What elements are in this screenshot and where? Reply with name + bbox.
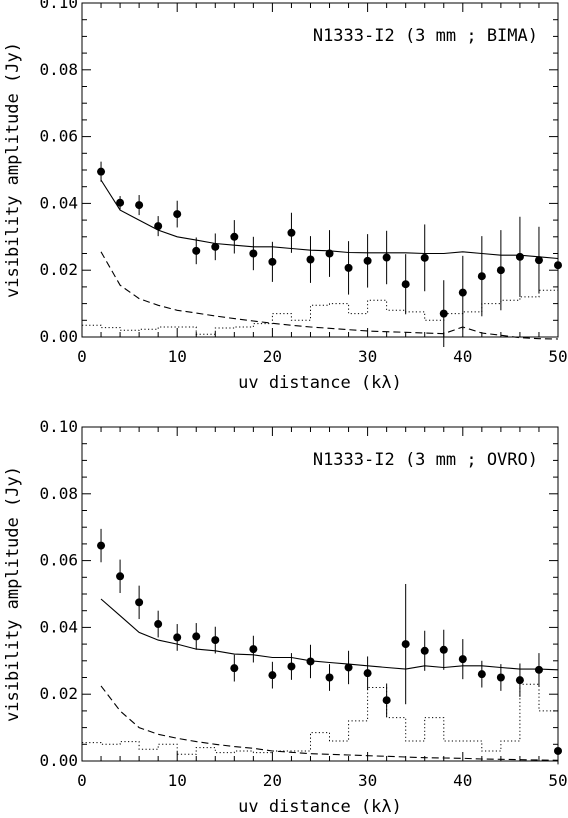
y-tick-label: 0.08 [39, 60, 78, 79]
data-point [135, 598, 144, 607]
data-point [496, 673, 505, 682]
data-point [97, 541, 106, 550]
data-point [363, 669, 372, 678]
data-point [287, 662, 296, 671]
y-tick-label: 0.02 [39, 260, 78, 279]
x-tick-label: 40 [453, 771, 472, 790]
panel-bima: 0 10 20 30 40 50 0.00 0.02 0.04 0.06 0.08 0.10 N133… [3, 0, 568, 393]
data-point [382, 696, 391, 705]
y-axis-label: visibility amplitude (Jy) [3, 466, 23, 722]
x-tick-label: 0 [77, 771, 87, 790]
data-point [173, 633, 182, 642]
x-axis-label: uv distance (kλ) [238, 797, 402, 817]
data-point [496, 266, 505, 275]
data-point [401, 640, 410, 649]
data-point [325, 673, 334, 682]
data-point [249, 249, 258, 258]
plot-frame [81, 2, 559, 338]
y-tick-label: 0.02 [39, 684, 78, 703]
y-tick-label: 0.10 [39, 417, 78, 436]
chart-title: N1333-I2 (3 mm ; BIMA) [313, 26, 538, 46]
data-point [116, 572, 125, 581]
data-point [382, 253, 391, 262]
data-point [439, 309, 448, 318]
data-point [401, 280, 410, 289]
data-point [154, 222, 163, 231]
data-point [249, 645, 258, 654]
data-point [211, 242, 220, 251]
tick-labels: 0 10 20 30 40 50 0.00 0.02 0.04 0.06 0.08 0.10 [39, 0, 567, 366]
data-point [515, 252, 524, 261]
data-point [173, 210, 182, 219]
data-point [534, 256, 543, 265]
data-point [420, 253, 429, 262]
model-line-solid [100, 179, 559, 260]
data-point [211, 636, 220, 645]
model-line-dashed [100, 251, 559, 340]
x-tick-label: 30 [358, 347, 377, 366]
x-tick-label: 50 [548, 771, 567, 790]
data-point [554, 746, 562, 755]
ticks [81, 2, 559, 338]
panel-ovro: 0 10 20 30 40 50 0.00 0.02 0.04 0.06 0.08 0.10 N133… [3, 417, 568, 817]
residual-histogram-dotted [82, 683, 558, 755]
data-point [154, 620, 163, 629]
plot-frame [81, 426, 559, 762]
data-point [477, 670, 486, 679]
x-axis-label: uv distance (kλ) [238, 373, 402, 393]
data-point [192, 632, 201, 641]
model-line-dashed [100, 685, 559, 761]
data-point [268, 671, 277, 680]
x-tick-label: 20 [263, 771, 282, 790]
data-point [268, 257, 277, 266]
x-tick-label: 10 [168, 771, 187, 790]
data-point [439, 645, 448, 654]
data-point [458, 288, 467, 297]
series-layer [82, 528, 562, 765]
x-tick-label: 0 [77, 347, 87, 366]
y-tick-label: 0.00 [39, 751, 78, 770]
data-point [344, 663, 353, 672]
y-tick-label: 0.06 [39, 551, 78, 570]
y-tick-label: 0.08 [39, 484, 78, 503]
data-point [306, 255, 315, 264]
x-tick-label: 40 [453, 347, 472, 366]
y-tick-label: 0.00 [39, 327, 78, 346]
series-layer [82, 161, 562, 348]
data-point [306, 657, 315, 666]
x-tick-label: 50 [548, 347, 567, 366]
data-point [363, 256, 372, 265]
y-tick-label: 0.04 [39, 617, 78, 636]
x-tick-label: 30 [358, 771, 377, 790]
data-point [116, 198, 125, 207]
y-tick-label: 0.04 [39, 193, 78, 212]
data-point [477, 272, 486, 281]
chart-title: N1333-I2 (3 mm ; OVRO) [313, 450, 538, 470]
data-point [97, 167, 106, 176]
y-tick-label: 0.10 [39, 0, 78, 12]
x-tick-label: 10 [168, 347, 187, 366]
data-point [135, 201, 144, 210]
data-point [458, 655, 467, 664]
data-point [554, 261, 562, 270]
ticks [81, 426, 559, 762]
data-point [192, 246, 201, 255]
data-point [230, 664, 239, 673]
model-line-solid [100, 598, 559, 671]
tick-labels: 0 10 20 30 40 50 0.00 0.02 0.04 0.06 0.08 0.10 [39, 417, 567, 790]
y-axis-label: visibility amplitude (Jy) [3, 42, 23, 298]
x-tick-label: 20 [263, 347, 282, 366]
data-point [344, 263, 353, 272]
data-point [230, 232, 239, 241]
data-point [515, 676, 524, 685]
y-tick-label: 0.06 [39, 127, 78, 146]
data-point [534, 665, 543, 674]
data-point [420, 646, 429, 655]
data-point [287, 228, 296, 237]
